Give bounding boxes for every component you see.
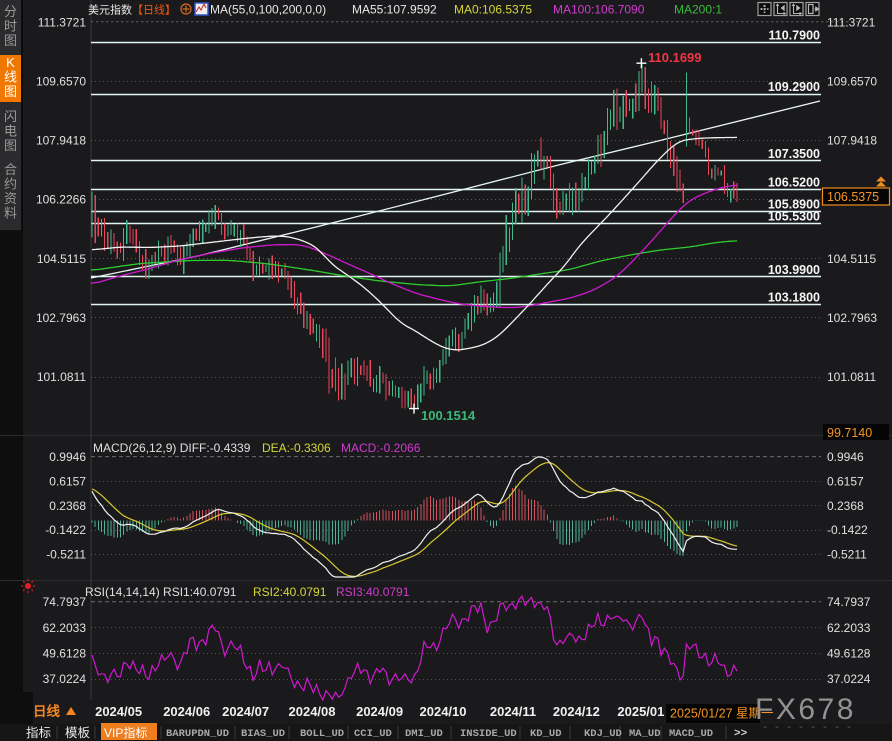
svg-text:103.9900: 103.9900 <box>768 263 820 277</box>
svg-text:49.6128: 49.6128 <box>43 646 87 660</box>
svg-text:-0.5211: -0.5211 <box>827 547 867 561</box>
svg-text:105.8900: 105.8900 <box>768 197 820 211</box>
svg-text:资: 资 <box>4 191 17 206</box>
svg-text:CCI_UD: CCI_UD <box>354 728 392 740</box>
svg-text:107.9418: 107.9418 <box>36 134 86 148</box>
svg-text:RSI(14,14,14) RSI1:40.0791: RSI(14,14,14) RSI1:40.0791 <box>85 585 237 599</box>
svg-text:49.6128: 49.6128 <box>827 646 871 660</box>
svg-text:109.6570: 109.6570 <box>36 74 86 88</box>
svg-text:MACD(26,12,9) DIFF:-0.4339: MACD(26,12,9) DIFF:-0.4339 <box>93 441 251 455</box>
svg-text:110.1699: 110.1699 <box>648 50 702 65</box>
svg-text:合: 合 <box>4 162 17 177</box>
svg-text:2024/11: 2024/11 <box>490 704 536 719</box>
svg-text:>>: >> <box>734 728 748 740</box>
svg-text:约: 约 <box>4 177 17 192</box>
svg-text:102.7963: 102.7963 <box>827 311 877 325</box>
svg-text:BARUPDN_UD: BARUPDN_UD <box>166 728 229 740</box>
svg-text:图: 图 <box>4 138 17 153</box>
svg-text:104.5115: 104.5115 <box>37 252 86 266</box>
svg-text:分: 分 <box>4 4 17 19</box>
svg-text:107.9418: 107.9418 <box>827 134 877 148</box>
svg-text:110.7900: 110.7900 <box>769 28 820 42</box>
svg-text:0.9946: 0.9946 <box>49 450 86 464</box>
svg-text:74.7937: 74.7937 <box>43 595 87 609</box>
svg-text:闪: 闪 <box>4 109 17 124</box>
svg-text:103.1800: 103.1800 <box>768 291 820 305</box>
svg-text:MA200:1: MA200:1 <box>674 3 722 17</box>
svg-text:100.1514: 100.1514 <box>421 408 476 423</box>
svg-text:2025/01/27 星期一: 2025/01/27 星期一 <box>670 707 774 721</box>
svg-text:-0.5211: -0.5211 <box>46 547 86 561</box>
svg-text:FX678: FX678 <box>755 693 856 726</box>
svg-text:MACD_UD: MACD_UD <box>669 728 713 740</box>
svg-text:MA55:107.9592: MA55:107.9592 <box>352 3 437 17</box>
svg-text:2024/12: 2024/12 <box>553 704 600 719</box>
svg-text:图: 图 <box>4 33 17 48</box>
svg-text:0.9946: 0.9946 <box>827 450 864 464</box>
svg-text:INSIDE_UD: INSIDE_UD <box>460 728 517 740</box>
svg-text:111.3721: 111.3721 <box>827 15 876 29</box>
svg-text:-0.1422: -0.1422 <box>45 523 86 537</box>
svg-text:KDJ_UD: KDJ_UD <box>584 728 622 740</box>
svg-text:105.5300: 105.5300 <box>768 210 820 224</box>
svg-text:日线: 日线 <box>33 703 60 719</box>
svg-text:2024/07: 2024/07 <box>222 704 269 719</box>
svg-text:37.0224: 37.0224 <box>43 672 87 686</box>
svg-text:RSI3:40.0791: RSI3:40.0791 <box>336 585 410 599</box>
svg-text:99.7140: 99.7140 <box>827 426 872 440</box>
svg-text:DMI_UD: DMI_UD <box>405 728 443 740</box>
svg-text:106.5375: 106.5375 <box>827 190 879 204</box>
svg-text:2024/05: 2024/05 <box>95 704 142 719</box>
svg-text:102.7963: 102.7963 <box>36 311 86 325</box>
svg-text:MA_UD: MA_UD <box>629 728 661 740</box>
svg-text:- - - - - - - -: - - - - - - - - <box>762 723 852 734</box>
svg-text:模板: 模板 <box>65 726 91 740</box>
svg-text:KD_UD: KD_UD <box>530 728 562 740</box>
svg-text:74.7937: 74.7937 <box>827 595 871 609</box>
svg-text:0.6157: 0.6157 <box>827 474 864 488</box>
svg-text:美元指数【日线】: 美元指数【日线】 <box>88 3 176 17</box>
svg-text:MA0:106.5375: MA0:106.5375 <box>454 3 532 17</box>
svg-text:37.0224: 37.0224 <box>827 672 871 686</box>
svg-text:料: 料 <box>4 206 17 221</box>
svg-text:109.6570: 109.6570 <box>827 74 877 88</box>
svg-text:2025/01: 2025/01 <box>617 704 664 719</box>
svg-text:BIAS_UD: BIAS_UD <box>241 728 285 740</box>
svg-text:104.5115: 104.5115 <box>827 252 876 266</box>
svg-text:VIP指标: VIP指标 <box>104 725 147 740</box>
svg-text:K: K <box>6 55 15 70</box>
svg-text:107.3500: 107.3500 <box>768 147 820 161</box>
svg-text:0.6157: 0.6157 <box>49 474 86 488</box>
svg-text:101.0811: 101.0811 <box>827 370 876 384</box>
svg-text:电: 电 <box>4 124 17 139</box>
svg-text:DEA:-0.3306: DEA:-0.3306 <box>262 441 331 455</box>
svg-text:2024/06: 2024/06 <box>163 704 210 719</box>
svg-text:线: 线 <box>4 70 17 85</box>
svg-text:RSI2:40.0791: RSI2:40.0791 <box>253 585 327 599</box>
svg-text:0.2368: 0.2368 <box>49 499 86 513</box>
svg-text:MACD:-0.2066: MACD:-0.2066 <box>341 441 421 455</box>
svg-text:109.2900: 109.2900 <box>768 80 820 94</box>
svg-text:106.2266: 106.2266 <box>36 193 86 207</box>
svg-text:BOLL_UD: BOLL_UD <box>300 728 344 740</box>
svg-text:101.0811: 101.0811 <box>37 370 86 384</box>
svg-text:-0.1422: -0.1422 <box>827 523 868 537</box>
svg-text:111.3721: 111.3721 <box>38 15 87 29</box>
svg-text:106.5200: 106.5200 <box>768 176 820 190</box>
svg-text:图: 图 <box>4 84 17 99</box>
svg-text:2024/09: 2024/09 <box>356 704 403 719</box>
svg-text:62.2033: 62.2033 <box>43 621 87 635</box>
svg-text:2024/08: 2024/08 <box>289 704 336 719</box>
svg-text:MA(55,0,100,200,0,0): MA(55,0,100,200,0,0) <box>210 3 326 17</box>
svg-text:指标: 指标 <box>26 725 51 740</box>
svg-text:62.2033: 62.2033 <box>827 621 871 635</box>
svg-text:2024/10: 2024/10 <box>420 704 467 719</box>
svg-text:MA100:106.7090: MA100:106.7090 <box>553 3 645 17</box>
svg-text:时: 时 <box>4 19 17 34</box>
svg-text:0.2368: 0.2368 <box>827 499 864 513</box>
